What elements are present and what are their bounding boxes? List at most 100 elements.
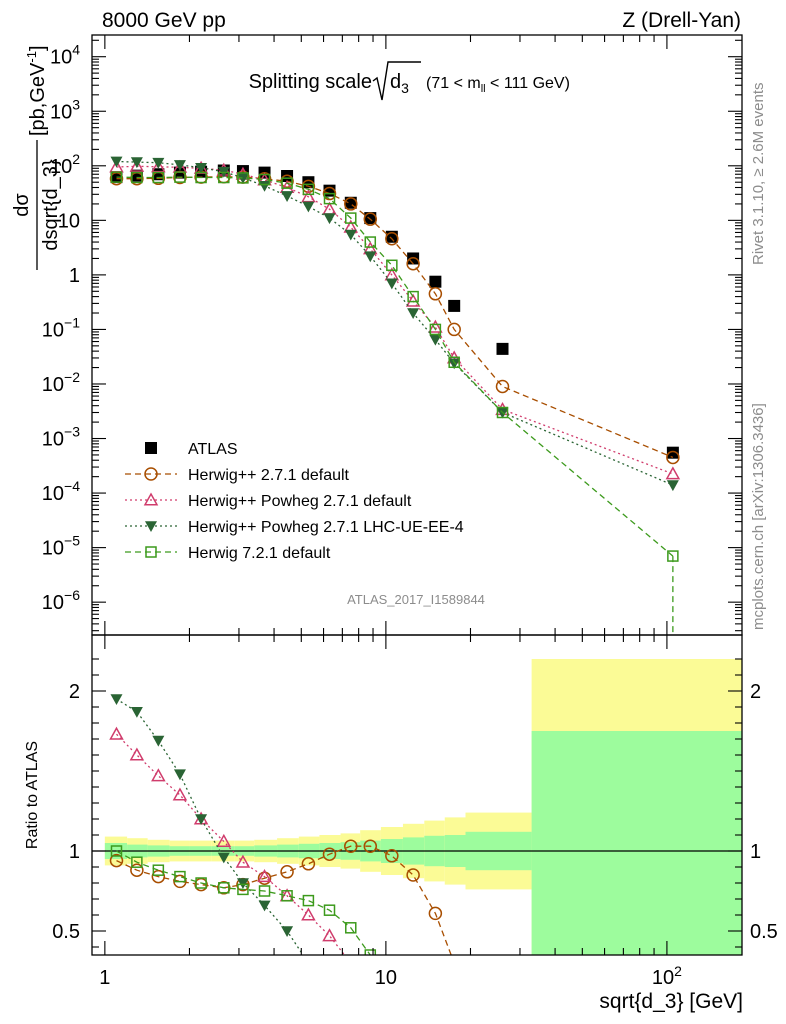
main-point-herwig271 (447, 322, 461, 337)
ratio-point-herwig721 (345, 922, 357, 934)
main-point-herwig271 (322, 186, 337, 201)
main-point-herwig721 (237, 172, 249, 184)
y-tick-exp: 3 (72, 96, 80, 112)
title-cut-end: < 111 GeV) (486, 75, 570, 92)
y-tick-base: 10 (42, 538, 64, 560)
main-point-powheg_ue (385, 278, 398, 290)
main-point-powheg_ue (281, 191, 294, 202)
ratio-line-herwig721 (116, 850, 372, 955)
mcplots-credit: mcplots.cern.ch [arXiv:1306.3436] (750, 403, 767, 630)
y-tick-label: 10−4 (42, 478, 80, 505)
ratio-y-tick-label-left: 0.5 (52, 921, 80, 943)
ratio-point-powheg (322, 928, 337, 942)
y-tick-base: 10 (42, 429, 64, 451)
ylabel-unit-sup: -1 (24, 51, 39, 63)
ratio-point-powheg (172, 787, 188, 801)
main-point-atlas (323, 184, 336, 197)
uncertainty-bands (104, 659, 742, 955)
ratio-point-powheg (109, 726, 124, 740)
y-tick-label: 10−2 (42, 369, 80, 396)
y-tick-exp: 2 (72, 151, 80, 167)
main-point-herwig721 (218, 171, 230, 184)
legend-label: ATLAS (188, 441, 238, 458)
ratio-y-label: Ratio to ATLAS (24, 741, 41, 849)
ratio-point-herwig721 (281, 890, 293, 902)
ratio-y-tick-label-right: 0.5 (750, 921, 778, 943)
main-point-herwig721 (345, 212, 357, 224)
legend-marker (145, 442, 157, 454)
main-line-powheg_ue (116, 160, 674, 486)
sqrt-sign (372, 61, 421, 101)
main-point-powheg (428, 319, 443, 333)
legend-marker (145, 521, 157, 532)
ratio-point-herwig721 (258, 885, 271, 897)
y-tick-label: 10−1 (42, 314, 80, 341)
title-cut-open: (71 < m (426, 75, 481, 92)
main-point-herwig271 (406, 257, 420, 271)
y-tick-base: 10 (42, 592, 64, 614)
ratio-panel: 1 10 102 0.5 0.5 1 1 2 2 (52, 634, 778, 989)
main-point-herwig721 (496, 406, 509, 419)
main-point-herwig721 (364, 236, 377, 248)
main-line-herwig271 (116, 176, 674, 459)
y-tick-base: 10 (42, 483, 64, 505)
ratio-point-herwig721 (237, 883, 249, 896)
main-point-herwig721 (110, 171, 123, 183)
main-point-herwig721 (258, 173, 271, 186)
ratio-point-powheg (257, 869, 272, 883)
main-point-powheg (665, 466, 681, 480)
ratio-series-herwig721 (110, 845, 377, 955)
main-point-herwig721 (407, 290, 419, 303)
ratio-y-tick-label-left: 1 (69, 841, 80, 863)
main-point-powheg_ue (302, 201, 315, 213)
main-point-herwig271 (363, 212, 378, 226)
legend-item: Herwig++ 2.7.1 default (125, 467, 350, 484)
ratio-point-herwig721 (152, 864, 165, 876)
y-tick-base: 10 (58, 210, 80, 232)
y-tick-base: 10 (50, 47, 72, 69)
title-cut-sub: ll (481, 83, 486, 95)
main-point-powheg_ue (173, 160, 186, 171)
ratio-point-powheg_ue (130, 707, 143, 718)
ratio-y-tick-label-right: 1 (750, 841, 761, 863)
ratio-point-herwig271 (257, 871, 272, 885)
main-point-herwig271 (495, 379, 510, 394)
main-point-herwig271 (428, 287, 443, 301)
main-point-powheg_ue (258, 180, 271, 192)
rivet-version: Rivet 3.1.10, ≥ 2.6M events (750, 83, 767, 266)
x-tick-label-sup: 2 (674, 963, 682, 979)
main-point-atlas (429, 275, 442, 288)
ratio-point-herwig271 (109, 853, 124, 868)
y-axis-label: dσ dsqrt{d_3} [pb,GeV-1] (11, 45, 62, 270)
ratio-point-herwig721 (174, 870, 186, 883)
main-point-powheg_ue (666, 480, 679, 492)
ratio-line-powheg (116, 733, 346, 955)
main-point-powheg_ue (448, 358, 461, 370)
main-point-atlas (496, 342, 509, 355)
ratio-series-herwig271 (109, 839, 452, 955)
main-point-herwig721 (323, 192, 336, 205)
main-series-atlas (110, 164, 679, 459)
ratio-point-herwig271 (151, 869, 166, 884)
y-tick-base: 1 (69, 265, 80, 287)
legend-label: Herwig++ Powheg 2.7.1 LHC-UE-EE-4 (188, 519, 464, 536)
ratio-point-powheg_ue (152, 735, 165, 747)
ratio-point-powheg (129, 747, 145, 761)
main-line-herwig721 (116, 176, 674, 557)
x-tick-label: 1 (99, 967, 110, 989)
y-tick-base: 10 (50, 156, 72, 178)
y-tick-label: 10−5 (42, 533, 80, 560)
main-point-powheg (129, 158, 145, 172)
main-point-powheg_ue (130, 157, 143, 169)
main-point-herwig721 (152, 171, 165, 184)
y-tick-exp: 4 (72, 42, 80, 58)
legend-label: Herwig++ Powheg 2.7.1 default (188, 493, 412, 510)
y-tick-label: 103 (50, 96, 80, 123)
main-point-atlas (666, 446, 679, 459)
ratio-point-powheg_ue (281, 926, 294, 937)
y-tick-base: 10 (42, 374, 64, 396)
legend-item: Herwig++ Powheg 2.7.1 LHC-UE-EE-4 (125, 519, 464, 536)
legend-item: Herwig++ Powheg 2.7.1 default (125, 492, 412, 510)
ratio-point-powheg (235, 854, 251, 868)
